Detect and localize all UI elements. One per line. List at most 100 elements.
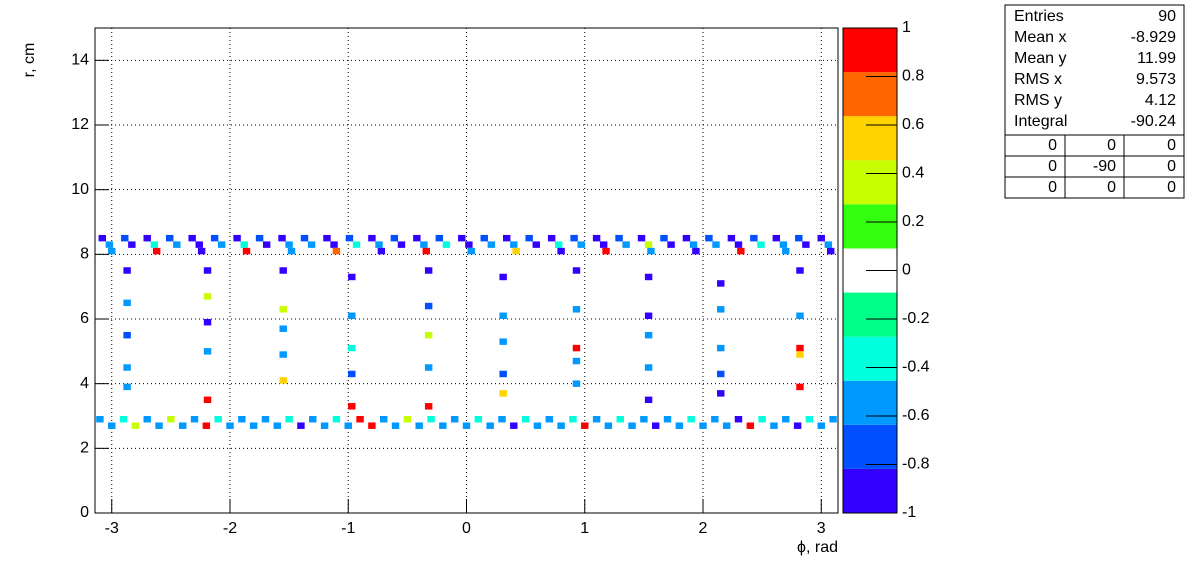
- heatmap-cell: [380, 415, 388, 423]
- heatmap-cell: [712, 241, 720, 248]
- heatmap-cell: [757, 241, 765, 248]
- heatmap-cell: [128, 241, 136, 248]
- heatmap-cell: [307, 241, 316, 248]
- heatmap-cell: [824, 241, 833, 248]
- heatmap-cell: [105, 241, 114, 248]
- heatmap-cell: [512, 247, 520, 255]
- heatmap-cell: [458, 234, 466, 242]
- y-tick-label: 0: [80, 504, 89, 521]
- heatmap-cell: [722, 422, 731, 429]
- heatmap-cell: [424, 302, 433, 310]
- heatmap-cell: [226, 422, 234, 429]
- heatmap-cell: [155, 422, 163, 429]
- stats-label: Mean x: [1014, 29, 1066, 46]
- heatmap-cell: [255, 234, 264, 242]
- heatmap-cell: [424, 267, 433, 274]
- heatmap-cell: [131, 422, 140, 429]
- heatmap-cell: [692, 247, 700, 255]
- stats-value: 4.12: [1145, 92, 1176, 109]
- heatmap-cell: [348, 370, 356, 378]
- colorbar-tick-label: 0.2: [902, 213, 924, 230]
- stats-cell: 0: [1107, 137, 1116, 154]
- heatmap-cell: [465, 241, 473, 248]
- heatmap-cell: [717, 306, 725, 313]
- heatmap-cell: [796, 383, 804, 391]
- colorbar-band: [843, 380, 897, 425]
- heatmap-cell: [197, 247, 206, 255]
- heatmap-cell: [717, 280, 725, 287]
- stats-cell: 0: [1167, 179, 1176, 196]
- stats-label: RMS x: [1014, 71, 1062, 88]
- heatmap-cell: [415, 422, 423, 429]
- heatmap-cell: [717, 370, 725, 378]
- heatmap-cell: [644, 273, 653, 281]
- stats-value: 11.99: [1137, 50, 1176, 67]
- heatmap-cell: [793, 422, 802, 429]
- stats-label: Mean y: [1014, 50, 1066, 67]
- stats-label: Integral: [1014, 113, 1067, 130]
- colorbar-band: [843, 28, 897, 73]
- heatmap-cell: [300, 234, 309, 242]
- stats-cell: 0: [1167, 137, 1176, 154]
- heatmap-cell: [805, 415, 814, 423]
- heatmap-cell: [123, 299, 131, 307]
- heatmap-cell: [599, 241, 608, 248]
- x-tick-label: 2: [699, 520, 708, 537]
- heatmap-cell: [667, 241, 675, 248]
- heatmap-cell: [203, 348, 212, 355]
- heatmap-cell: [202, 422, 211, 429]
- heatmap-cell: [746, 422, 755, 429]
- heatmap-cell: [203, 293, 212, 300]
- x-axis-label: ϕ, rad: [797, 539, 838, 556]
- heatmap-cell: [498, 415, 506, 423]
- heatmap-cell: [368, 422, 376, 429]
- stats-label: RMS y: [1014, 92, 1062, 109]
- heatmap-cell: [644, 364, 653, 371]
- y-tick-label: 8: [80, 246, 89, 263]
- heatmap-cell: [644, 312, 653, 320]
- heatmap-cell: [108, 422, 116, 429]
- heatmap-cell: [734, 241, 743, 248]
- heatmap-cell: [332, 247, 341, 255]
- heatmap-cell: [557, 247, 565, 255]
- colorbar-tick-label: -0.6: [902, 407, 930, 424]
- heatmap-cell: [499, 338, 507, 345]
- heatmap-cell: [173, 241, 181, 248]
- heatmap-cell: [190, 415, 199, 423]
- heatmap-cell: [533, 422, 542, 429]
- x-tick-label: 1: [580, 520, 589, 537]
- heatmap-cell: [510, 422, 518, 429]
- heatmap-cell: [422, 247, 431, 255]
- heatmap-cell: [165, 234, 174, 242]
- colorbar-tick-label: -0.8: [902, 456, 930, 473]
- stats-cell: 0: [1048, 137, 1057, 154]
- heatmap-cell: [240, 241, 248, 248]
- heatmap-cell: [663, 415, 672, 423]
- heatmap-cell: [717, 390, 725, 397]
- heatmap-cell: [604, 422, 613, 429]
- heatmap-cell: [345, 234, 354, 242]
- heatmap-cell: [121, 234, 129, 242]
- y-axis-label: r, cm: [21, 43, 38, 78]
- heatmap-cell: [377, 247, 386, 255]
- heatmap-cell: [375, 241, 383, 248]
- heatmap-cell: [502, 234, 511, 242]
- stats-cell: -90: [1093, 158, 1116, 175]
- heatmap-cell: [499, 390, 507, 397]
- heatmap-cell: [555, 241, 563, 248]
- heatmap-cell: [344, 422, 352, 429]
- stats-value: 90: [1158, 8, 1176, 25]
- heatmap-cell: [615, 234, 623, 242]
- heatmap-cell: [705, 234, 713, 242]
- y-tick-label: 10: [71, 181, 89, 198]
- heatmap-cell: [545, 415, 553, 423]
- heatmap-cell: [521, 415, 530, 423]
- heatmap-cell: [689, 241, 698, 248]
- colorbar-tick-label: 0.8: [902, 68, 924, 85]
- heatmap-cell: [348, 312, 356, 320]
- heatmap-cell: [572, 306, 581, 313]
- heatmap-cell: [424, 364, 433, 371]
- heatmap-cell: [297, 422, 305, 429]
- colorbar-tick-label: 1: [902, 19, 911, 36]
